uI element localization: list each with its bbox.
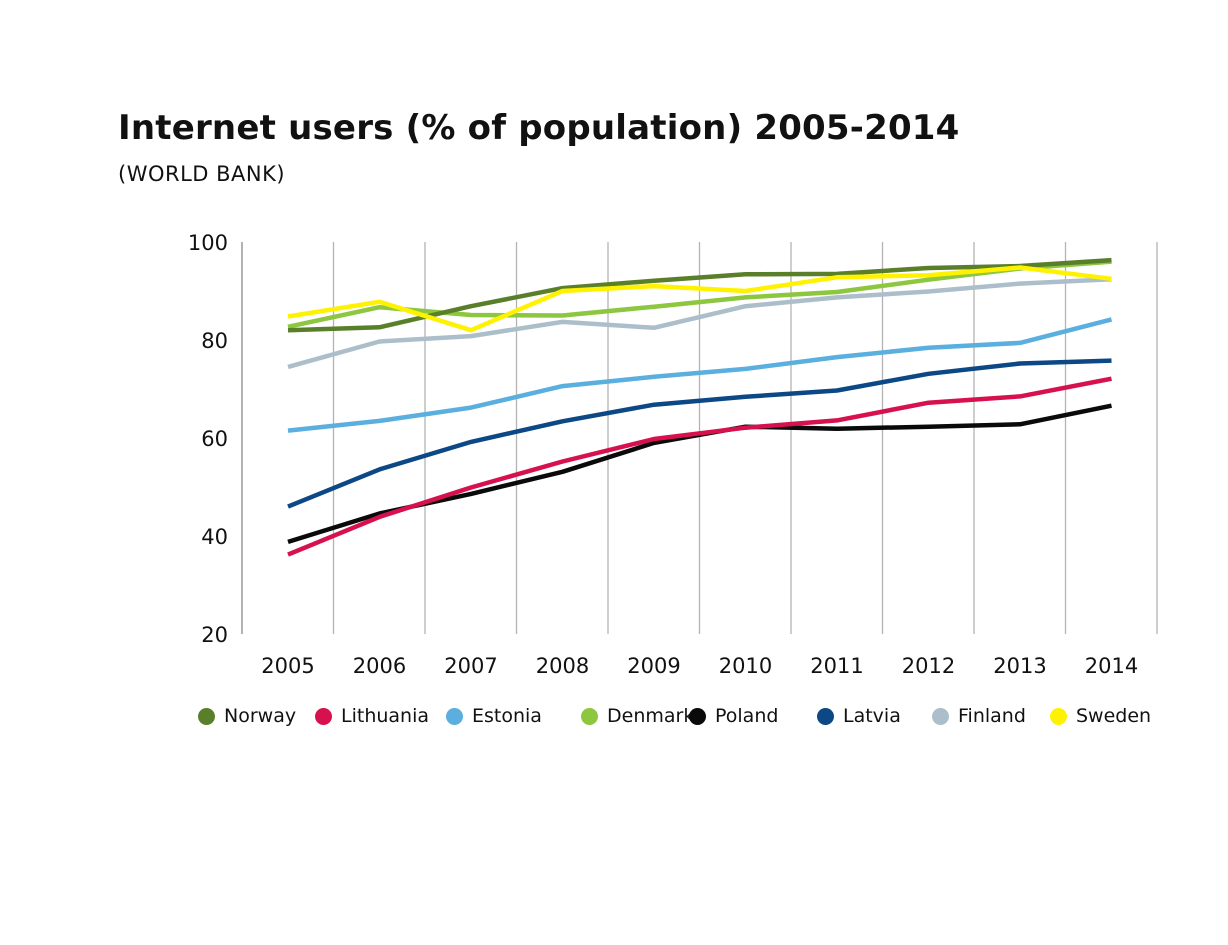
x-tick-label: 2009 <box>627 654 680 678</box>
legend-label: Lithuania <box>341 705 430 727</box>
x-tick-label: 2011 <box>810 654 863 678</box>
legend-swatch <box>689 707 706 725</box>
y-tick-label: 40 <box>201 525 228 549</box>
y-tick-label: 80 <box>201 329 228 353</box>
x-axis: 2005 2006 2007 2008 2009 2010 2011 2012 2013 2014 <box>261 654 1138 678</box>
legend-swatch <box>932 707 949 725</box>
legend-label: Poland <box>715 705 779 727</box>
legend: Norway Lithuania Estonia Denmark Poland Latvi… <box>198 705 1178 735</box>
series-line-lithuania <box>287 376 1112 557</box>
chart-subtitle: (WORLD BANK) <box>118 162 286 186</box>
legend-label: Latvia <box>843 705 901 727</box>
legend-item-lithuania: Lithuania <box>315 705 429 727</box>
legend-swatch <box>817 707 834 725</box>
y-tick-label: 20 <box>201 623 228 647</box>
legend-item-latvia: Latvia <box>817 705 901 727</box>
legend-label: Norway <box>224 705 297 727</box>
x-tick-label: 2013 <box>993 654 1046 678</box>
legend-label: Estonia <box>472 705 542 727</box>
x-tick-label: 2006 <box>353 654 406 678</box>
y-axis: 20 40 60 80 100 <box>188 231 228 647</box>
legend-swatch <box>581 707 598 725</box>
legend-item-denmark: Denmark <box>581 705 694 727</box>
x-tick-label: 2005 <box>261 654 314 678</box>
series-line-sweden <box>287 265 1112 333</box>
series-lines <box>287 257 1113 557</box>
y-tick-label: 100 <box>188 231 228 255</box>
grid-lines <box>241 242 1158 634</box>
series-line-denmark <box>287 259 1112 330</box>
x-tick-label: 2014 <box>1085 654 1138 678</box>
x-tick-label: 2008 <box>536 654 589 678</box>
x-tick-label: 2010 <box>719 654 772 678</box>
legend-label: Sweden <box>1076 705 1152 727</box>
legend-item-poland: Poland <box>689 705 778 727</box>
chart-title: Internet users (% of population) 2005-20… <box>118 108 960 148</box>
legend-swatch <box>315 707 332 725</box>
legend-item-sweden: Sweden <box>1050 705 1151 727</box>
y-tick-label: 60 <box>201 427 228 451</box>
series-line-estonia <box>287 317 1113 433</box>
series-line-finland <box>287 276 1112 370</box>
legend-swatch <box>1050 707 1067 725</box>
legend-label: Finland <box>958 705 1026 727</box>
legend-swatch <box>446 707 463 725</box>
legend-label: Denmark <box>607 705 695 727</box>
legend-item-finland: Finland <box>932 705 1026 727</box>
legend-item-estonia: Estonia <box>446 705 542 727</box>
legend-swatch <box>198 707 215 725</box>
legend-item-norway: Norway <box>198 705 296 727</box>
series-line-latvia <box>287 358 1112 509</box>
x-tick-label: 2007 <box>444 654 497 678</box>
x-tick-label: 2012 <box>902 654 955 678</box>
